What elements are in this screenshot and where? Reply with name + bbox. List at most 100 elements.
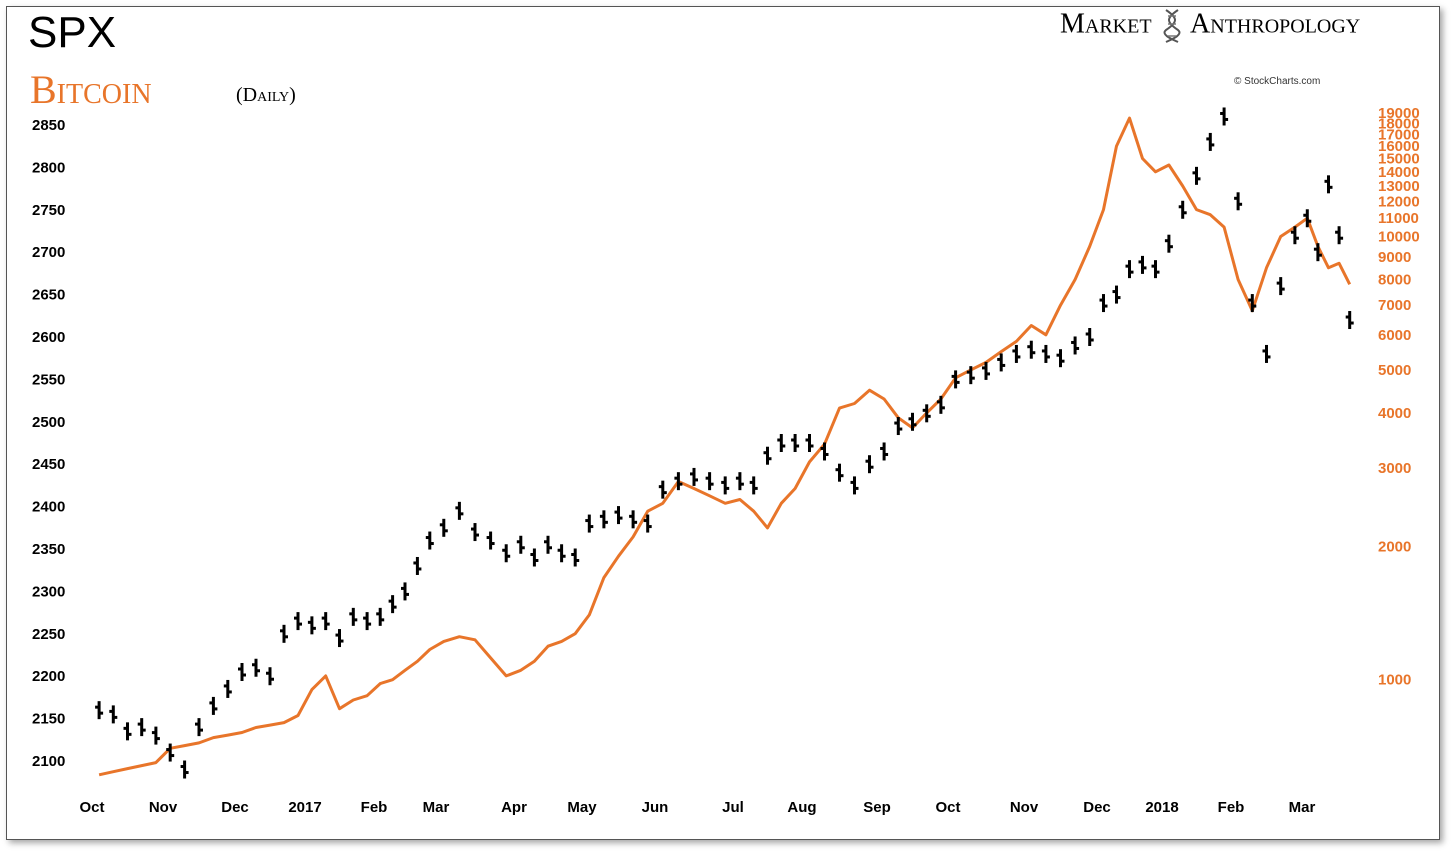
x-axis-tick-label: Aug	[787, 799, 816, 816]
spx-bar	[1303, 209, 1312, 228]
spx-bar	[137, 718, 146, 737]
spx-bar	[1313, 243, 1322, 262]
spx-bar	[922, 404, 931, 423]
spx-bar	[95, 701, 104, 720]
right-axis-tick-label: 4000	[1378, 405, 1411, 422]
spx-bar	[238, 662, 246, 681]
spx-bar	[180, 760, 189, 779]
spx-bar	[1262, 344, 1271, 363]
x-axis-tick-label: Jul	[722, 799, 744, 816]
right-axis-tick-label: 13000	[1378, 178, 1420, 195]
spx-bar	[1012, 344, 1021, 363]
left-axis-tick-label: 2200	[32, 668, 65, 685]
spx-bar	[1345, 311, 1354, 330]
spx-bar	[805, 434, 814, 452]
spx-bar	[376, 607, 385, 626]
spx-bar	[252, 658, 260, 677]
spx-bar	[643, 514, 652, 533]
left-axis-tick-label: 2500	[32, 414, 65, 431]
spx-bar	[585, 514, 594, 533]
left-axis-tick-label: 2400	[32, 499, 65, 516]
brand-name-right: Anthropology	[1190, 8, 1361, 40]
spx-bar	[982, 361, 990, 380]
left-axis-tick-label: 2800	[32, 159, 65, 176]
left-axis-tick-label: 2650	[32, 287, 65, 304]
x-axis-tick-label: Sep	[863, 799, 891, 816]
spx-bar	[266, 667, 274, 686]
spx-bar	[936, 395, 945, 414]
spx-bar	[1041, 344, 1050, 363]
bitcoin-line	[98, 116, 1352, 777]
chart-title-bitcoin: Bitcoin	[30, 67, 152, 112]
spx-bar	[1234, 192, 1243, 211]
spx-bar	[1125, 260, 1134, 279]
right-axis-tick-label: 17000	[1378, 126, 1420, 143]
spx-bar	[195, 718, 203, 737]
x-axis-tick-label: Apr	[501, 799, 527, 816]
x-axis-tick-label: Nov	[149, 799, 178, 816]
spx-bar	[530, 548, 539, 567]
x-axis-tick-label: 2017	[288, 799, 321, 816]
spx-bar	[880, 442, 889, 461]
spx-bar	[151, 726, 160, 745]
spx-bar	[1027, 340, 1036, 359]
spx-bar	[455, 501, 464, 520]
spx-bar	[544, 535, 552, 554]
chart-frequency-label: (Daily)	[236, 84, 296, 106]
right-axis-tick-label: 7000	[1378, 297, 1411, 314]
left-axis-tick-label: 2150	[32, 711, 65, 728]
x-axis-tick-label: Dec	[221, 799, 249, 816]
spx-bar	[1138, 255, 1147, 274]
spx-bar	[280, 624, 288, 643]
spx-bar	[1324, 175, 1333, 194]
left-axis-tick-label: 2250	[32, 626, 65, 643]
right-axis-tick-label: 10000	[1378, 229, 1420, 246]
spx-bar	[502, 544, 511, 563]
dna-icon	[1159, 8, 1185, 44]
spx-bar	[209, 696, 218, 715]
right-axis-tick-label: 3000	[1378, 460, 1411, 477]
left-axis-tick-label: 2600	[32, 329, 65, 346]
spx-bar	[1206, 132, 1215, 151]
spx-bar	[1164, 234, 1173, 253]
spx-bar	[690, 467, 698, 486]
right-axis-tick-label: 8000	[1378, 271, 1411, 288]
spx-bar	[223, 679, 232, 698]
spx-bar	[791, 434, 800, 452]
spx-bar	[749, 476, 758, 495]
spx-bar	[425, 531, 434, 550]
x-axis-tick-label: Mar	[423, 799, 450, 816]
spx-bar	[820, 442, 829, 461]
x-axis-tick-label: Mar	[1289, 799, 1316, 816]
spx-bar	[388, 595, 397, 614]
spx-bar	[166, 743, 175, 762]
chart-title-spx: SPX	[28, 8, 117, 57]
spx-bar	[966, 366, 975, 385]
left-axis-tick-label: 2450	[32, 456, 65, 473]
left-axis-tick-label: 2700	[32, 244, 65, 261]
spx-bar	[1178, 200, 1187, 219]
spx-bar	[658, 480, 667, 499]
spx-bar	[349, 607, 358, 626]
spx-bar	[599, 510, 608, 529]
stockcharts-credit: © StockCharts.com	[1234, 76, 1321, 87]
spx-bar	[1192, 166, 1201, 185]
spx-bar	[894, 417, 903, 436]
spx-bar	[1220, 107, 1229, 126]
spx-bar	[614, 506, 623, 525]
brand-name-left: Market	[1060, 8, 1152, 40]
x-axis-tick-label: Feb	[361, 799, 388, 816]
right-axis-tick-label: 6000	[1378, 327, 1411, 344]
spx-bar	[908, 412, 917, 431]
spx-bar	[777, 434, 786, 452]
left-axis-tick-label: 2750	[32, 202, 65, 219]
right-axis-tick-label: 9000	[1378, 249, 1411, 266]
spx-bar	[1112, 285, 1121, 304]
spx-bar	[1151, 260, 1160, 279]
right-axis-tick-label: 2000	[1378, 538, 1411, 555]
x-axis-tick-label: Dec	[1083, 799, 1111, 816]
spx-bar	[413, 556, 422, 575]
right-axis-tick-label: 1000	[1378, 672, 1411, 689]
right-axis-tick-label: 16000	[1378, 138, 1420, 155]
x-axis-tick-label: Jun	[642, 799, 669, 816]
